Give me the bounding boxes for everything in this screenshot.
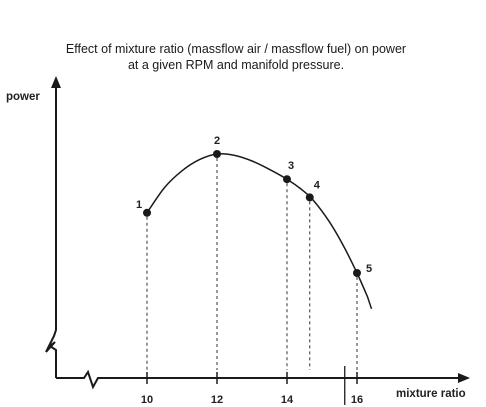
x-axis-label: mixture ratio <box>396 388 466 400</box>
x-tick-label-10: 10 <box>141 394 153 406</box>
data-point-2 <box>213 150 221 158</box>
data-point-label-2: 2 <box>214 135 220 147</box>
x-axis-arrowhead <box>458 373 470 383</box>
y-axis-label: power <box>6 91 40 103</box>
data-point-1 <box>143 208 151 217</box>
data-point-label-4: 4 <box>314 179 321 191</box>
data-point-5 <box>353 269 361 277</box>
y-axis-arrowhead <box>51 76 61 88</box>
axes <box>45 76 470 390</box>
data-point-label-3: 3 <box>288 160 294 172</box>
data-points: 1 2 3 4 5 <box>136 135 372 277</box>
x-tick-label-14: 14 <box>281 394 294 406</box>
data-point-label-1: 1 <box>136 199 142 211</box>
chart-title-line-2: at a given RPM and manifold pressure. <box>128 58 344 72</box>
x-axis-with-break <box>56 369 460 390</box>
x-tick-label-16: 16 <box>351 394 363 406</box>
x-tick-label-12: 12 <box>211 394 223 406</box>
y-axis-with-break <box>45 86 57 378</box>
data-point-4 <box>305 193 314 202</box>
data-point-3 <box>283 175 291 184</box>
chart-title-line-1: Effect of mixture ratio (massflow air / … <box>66 42 406 56</box>
data-point-label-5: 5 <box>366 263 372 275</box>
power-curve <box>146 153 373 310</box>
dashed-droplines <box>146 158 358 370</box>
x-ticks: 10 12 14 16 <box>141 366 363 406</box>
